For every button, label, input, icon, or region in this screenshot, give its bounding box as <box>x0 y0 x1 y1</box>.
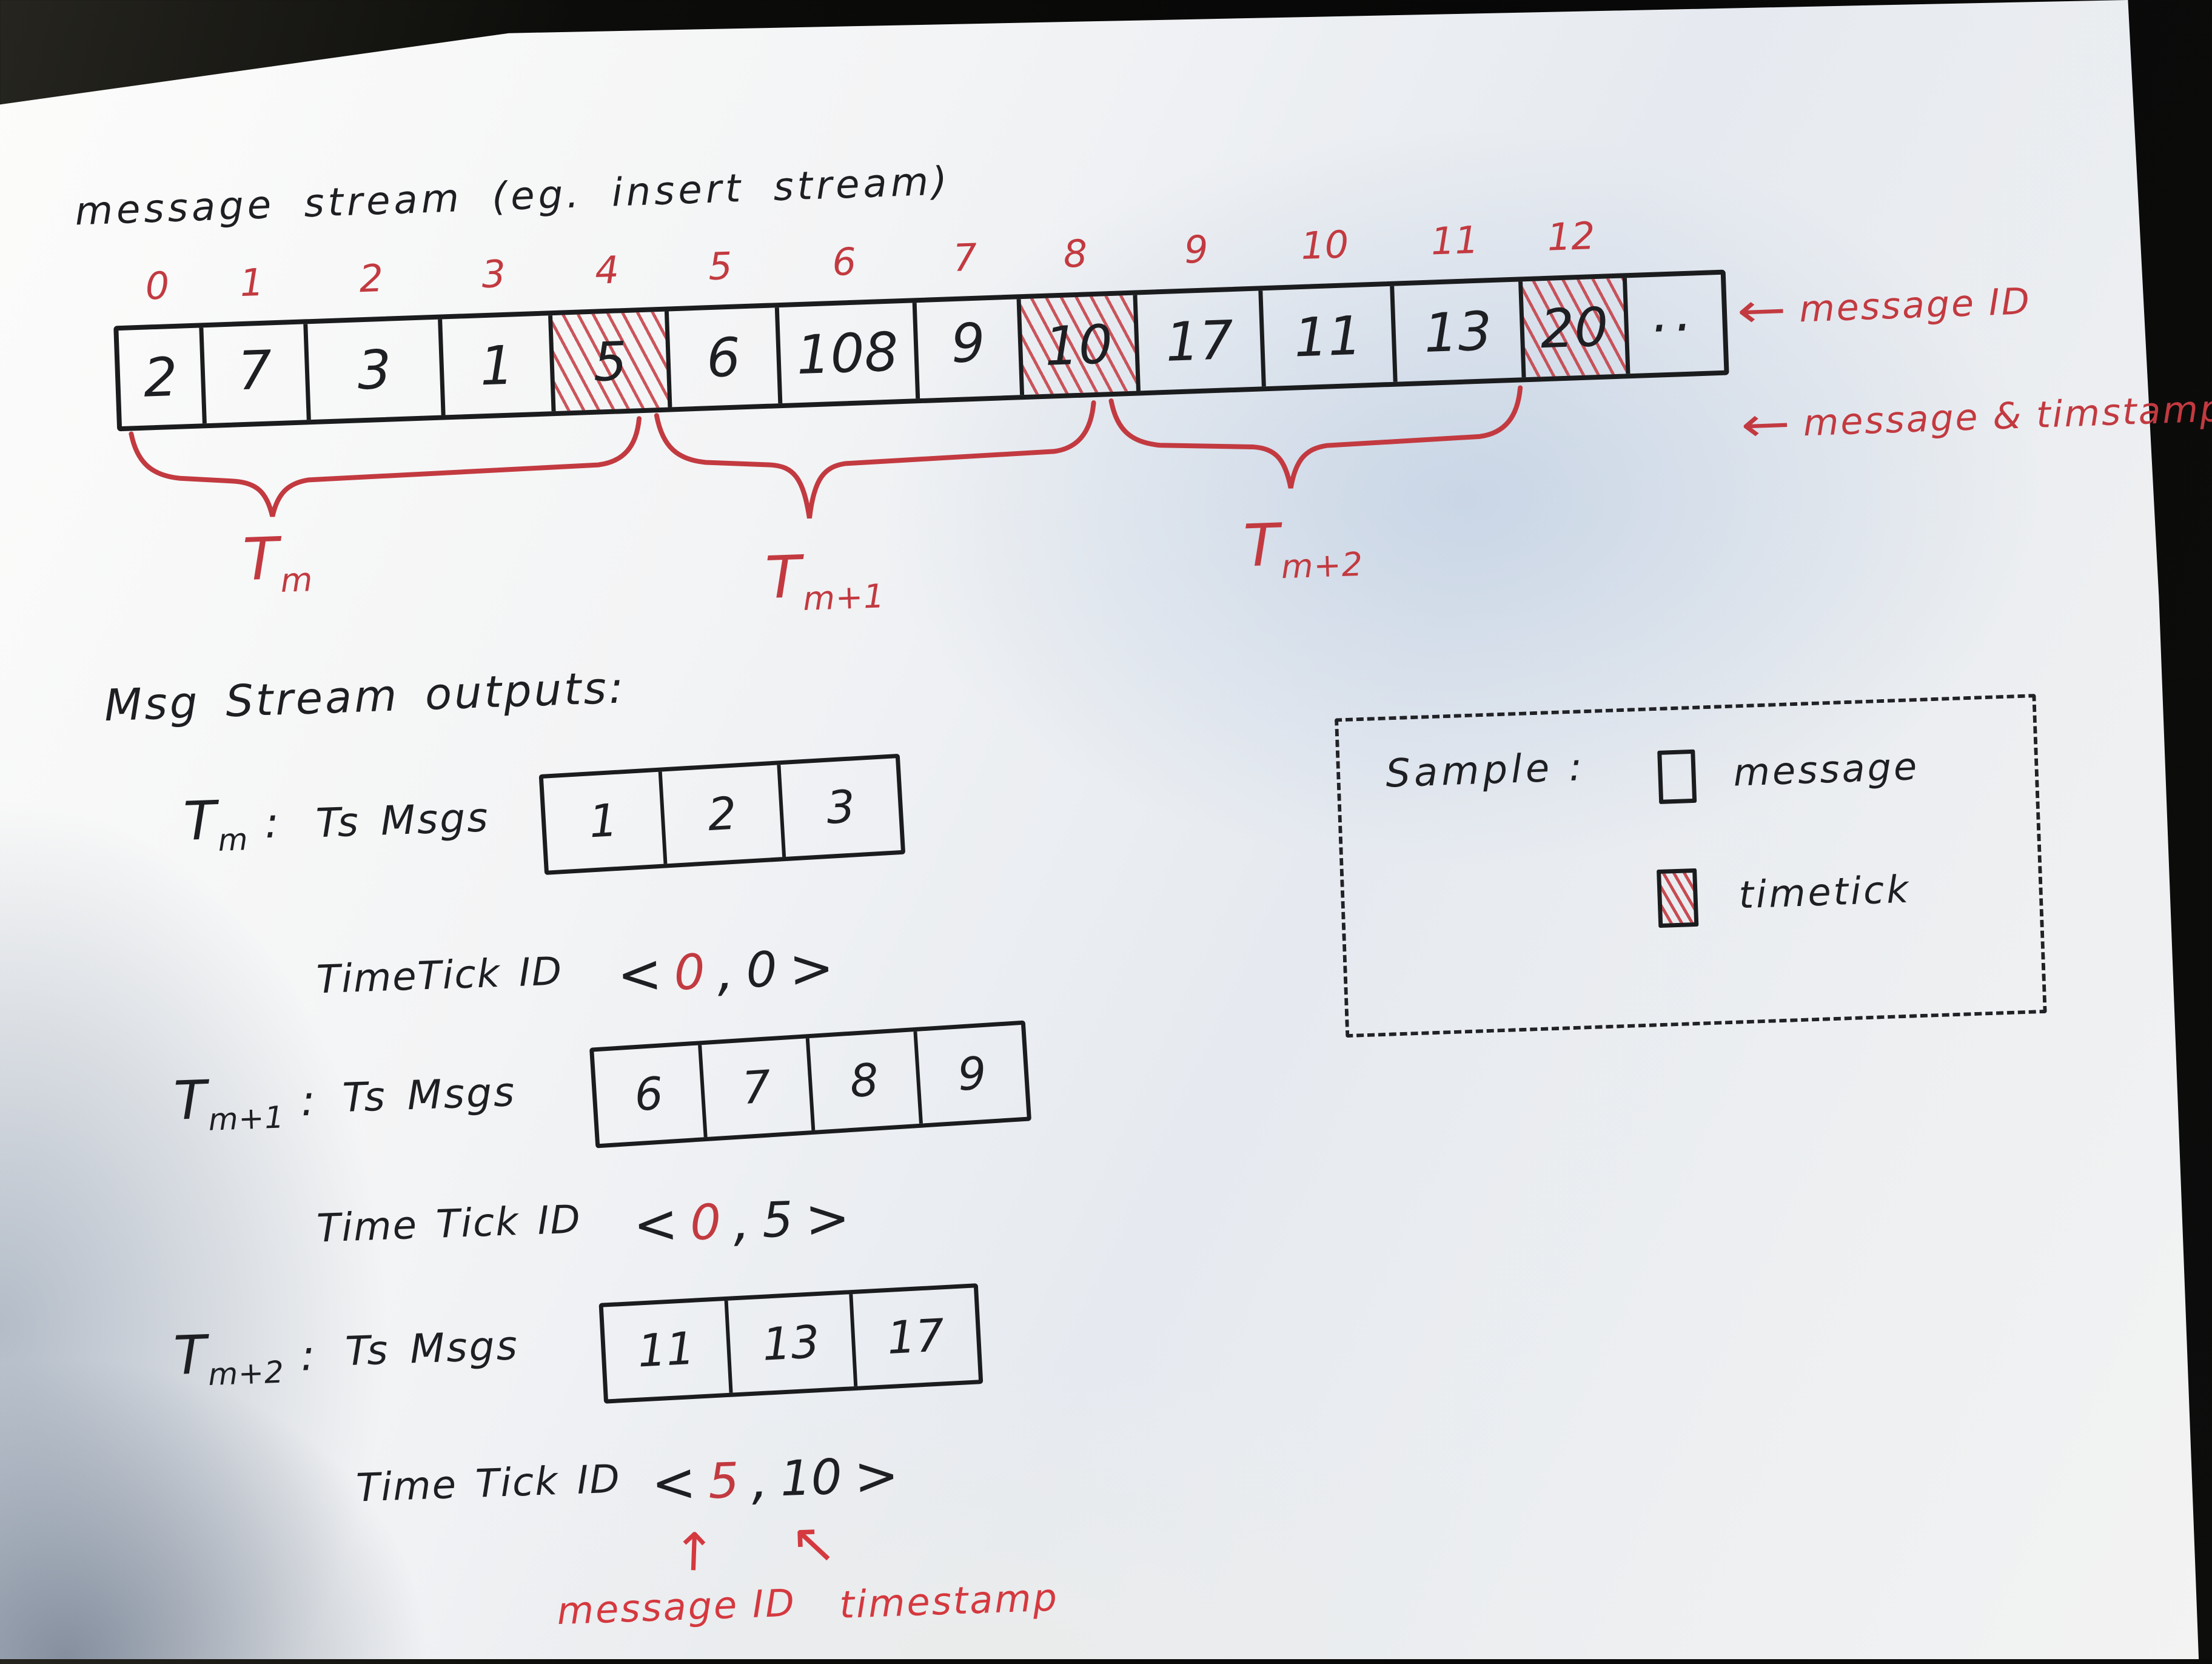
output-msg-cell: 13 <box>724 1294 854 1393</box>
message-timestamp-annotation-label: message & timstamp <box>1802 387 2212 445</box>
stream-index-label: 8 <box>1062 231 1088 277</box>
brace-tm <box>129 416 642 517</box>
timetick-timestamp-value: 10 <box>779 1448 843 1508</box>
sample-legend-box: Sample : message timetick <box>1334 694 2047 1038</box>
timetick-timestamp-value: 0 <box>745 941 779 999</box>
output-msg-cell: 17 <box>849 1287 979 1387</box>
timetick-id-label: Time Tick ID <box>316 1197 582 1252</box>
ts-msgs-label: Ts Msgs <box>315 794 491 847</box>
stream-cell: .. <box>1622 274 1724 374</box>
braces-overlay <box>129 385 1523 519</box>
page-title: message stream (eg. insert stream) <box>74 159 952 235</box>
stream-cell-value: 7 <box>236 338 273 402</box>
stream-index-label: 2 <box>358 255 384 301</box>
stream-cell-value: 17 <box>1164 308 1235 374</box>
stream-cell: 10 11 <box>1258 222 1393 387</box>
output-msg-cell: 9 <box>913 1025 1027 1124</box>
sample-legend-title: Sample : <box>1384 745 1587 797</box>
output-msg-cell: 8 <box>805 1032 919 1131</box>
stream-cell-value: 11 <box>1293 304 1363 369</box>
stream-index-label: 6 <box>831 239 857 284</box>
stream-cell-value: 108 <box>795 320 900 386</box>
timetick-tuple-tm: < 0 , 0 > <box>616 936 835 1007</box>
legend-message-label: message <box>1732 743 1920 795</box>
message-id-annotation-label: message ID <box>1798 280 2032 331</box>
timetick-message-id-value: 0 <box>689 1193 722 1252</box>
brace-tm2 <box>1108 385 1523 489</box>
stream-index-label: 7 <box>952 235 978 280</box>
stream-cell: 12 20 <box>1518 213 1626 378</box>
timetick-message-id-value: 5 <box>707 1452 740 1510</box>
timetick-swatch-icon <box>1657 868 1699 928</box>
stream-index-label: 0 <box>144 263 170 309</box>
stream-index-label: 4 <box>594 247 620 293</box>
stream-index-label: 11 <box>1430 217 1480 264</box>
output-msg-cell: 7 <box>698 1038 812 1138</box>
stream-index-label: 9 <box>1183 227 1209 272</box>
output-msgs-box-tm2: 11 13 17 <box>598 1283 984 1404</box>
stream-cell-value: .. <box>1651 280 1700 344</box>
output-msg-cell: 1 <box>588 794 620 848</box>
stream-cell-value: 9 <box>950 310 987 375</box>
up-left-arrow-icon: ↖ <box>789 1510 838 1577</box>
timestamp-pointer-label: timestamp <box>839 1575 1060 1627</box>
stream-index-label: 3 <box>481 251 507 297</box>
stream-index-label: 12 <box>1546 213 1596 260</box>
left-arrow-icon: ← <box>1735 283 1790 339</box>
stream-cell-value: 13 <box>1423 299 1493 364</box>
ts-msgs-label: Ts Msgs <box>344 1322 520 1375</box>
output-msg-cell: 3 <box>777 758 901 857</box>
timetick-timestamp-value: 5 <box>761 1191 794 1249</box>
stream-index-label <box>1624 209 1718 212</box>
stream-cell-value: 2 <box>142 345 179 409</box>
message-id-annotation: ← message ID <box>1736 274 2032 339</box>
timetick-id-label: Time Tick ID <box>355 1457 622 1511</box>
stream-index-label: 1 <box>239 260 265 306</box>
stream-index-label: 5 <box>707 243 733 289</box>
stream-cell-value: 6 <box>705 325 742 389</box>
stream-cell: 11 13 <box>1390 218 1522 382</box>
stream-cell-value: 10 <box>1043 312 1114 378</box>
stream-cell-value: 3 <box>356 337 393 401</box>
stream-cell-value: 1 <box>478 333 515 397</box>
timetick-tuple-tm2: < 5 , 10 > <box>650 1443 900 1515</box>
ts-msgs-label: Ts Msgs <box>341 1069 517 1121</box>
message-timestamp-annotation: ← message & timstamp <box>1740 381 2212 453</box>
stream-cell: 8 10 <box>1016 231 1136 395</box>
stream-cell-value: 20 <box>1539 295 1610 360</box>
timetick-message-id-value: 0 <box>673 944 706 1001</box>
brace-tm1 <box>654 400 1096 519</box>
stream-cell-value: 5 <box>592 329 629 394</box>
up-arrow-icon: ↑ <box>671 1521 717 1584</box>
stream-cell: 9 17 <box>1133 227 1262 391</box>
timetick-tuple-tm1: < 0 , 5 > <box>632 1186 851 1256</box>
output-msg-cell: 6 <box>632 1067 665 1122</box>
timetick-id-label: TimeTick ID <box>315 949 564 1003</box>
legend-timetick-label: timetick <box>1738 867 1912 918</box>
stream-cell: 6 108 <box>774 240 916 404</box>
output-msg-cell: 2 <box>658 765 783 864</box>
output-msg-cell: 11 <box>636 1322 696 1378</box>
stream-index-label: 10 <box>1300 222 1350 268</box>
message-id-pointer-label: message ID <box>556 1580 797 1634</box>
message-swatch-icon <box>1657 749 1697 804</box>
